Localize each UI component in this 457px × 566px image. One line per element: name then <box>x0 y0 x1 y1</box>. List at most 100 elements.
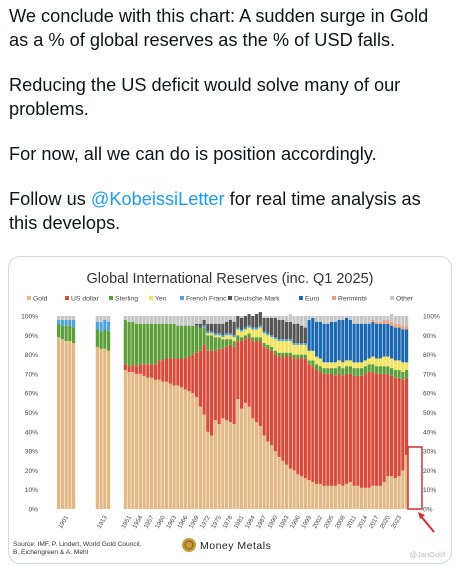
bar-segment <box>341 362 345 369</box>
mention-link[interactable]: @KobeissiLetter <box>90 189 225 209</box>
bar-segment <box>378 485 382 509</box>
bar-segment <box>210 323 214 332</box>
y-tick-label: 100% <box>423 314 440 321</box>
bar-segment <box>68 341 72 509</box>
bar-segment <box>57 337 61 509</box>
bar-segment <box>303 343 307 345</box>
bar-segment <box>168 383 172 509</box>
bar-segment <box>258 426 262 509</box>
tweet-paragraph: For now, all we can do is position accor… <box>9 144 377 164</box>
bar-segment <box>281 356 285 461</box>
bar-segment <box>285 356 289 465</box>
bar-segment <box>386 323 390 357</box>
bar-segment <box>225 333 229 336</box>
bar-segment <box>292 344 296 355</box>
bar-segment <box>333 316 337 322</box>
bar-segment <box>285 339 289 342</box>
bar-segment <box>401 371 405 380</box>
bar-segment <box>311 360 315 367</box>
bar-segment <box>345 366 349 374</box>
bar-segment <box>367 316 371 324</box>
legend-swatch <box>180 296 184 300</box>
bar-segment <box>330 316 334 322</box>
bar-segment <box>131 321 135 365</box>
bar-segment <box>266 317 270 334</box>
bar-segment <box>195 325 199 353</box>
bar-segment <box>243 335 247 340</box>
bar-segment <box>285 321 289 340</box>
bar-segment <box>296 316 300 324</box>
bar-segment <box>236 341 240 399</box>
bar-segment <box>123 316 127 320</box>
bar-segment <box>311 350 315 361</box>
bar-segment <box>390 321 394 326</box>
bar-segment <box>168 323 172 359</box>
bar-segment <box>397 360 401 371</box>
bar-segment <box>401 325 405 330</box>
bar-segment <box>187 391 191 509</box>
tweet-paragraph: We conclude with this chart: A sudden su… <box>9 6 429 50</box>
bar-segment <box>228 422 232 509</box>
bar-segment <box>281 460 285 509</box>
bar-segment <box>356 368 360 376</box>
bar-segment <box>300 354 304 359</box>
bar-segment <box>371 364 375 372</box>
bar-segment <box>198 350 202 407</box>
bar-segment <box>270 337 274 347</box>
bar-segment <box>57 319 61 324</box>
bar-segment <box>296 474 300 509</box>
bar-segment <box>337 319 341 361</box>
bar-segment <box>273 354 277 452</box>
bar-segment <box>262 331 266 334</box>
bar-segment <box>386 356 390 367</box>
bar-segment <box>180 358 184 388</box>
highlight-box <box>407 446 423 510</box>
legend-swatch <box>390 296 394 300</box>
bar-segment <box>138 373 142 509</box>
bar-segment <box>378 358 382 367</box>
bar-segment <box>72 319 76 328</box>
bar-segment <box>243 316 247 328</box>
bar-segment <box>107 321 111 332</box>
bar-segment <box>127 321 131 367</box>
bar-segment <box>232 321 236 336</box>
bar-segment <box>277 316 281 320</box>
y-tick-label: 10% <box>423 487 436 494</box>
tweet-body: We conclude with this chart: A sudden su… <box>9 4 449 235</box>
y-tick-label: 20% <box>25 468 38 475</box>
chart-card[interactable]: Global International Reserves (inc. Q1 2… <box>8 256 452 564</box>
bar-segment <box>270 316 274 318</box>
bar-segment <box>127 366 131 372</box>
bar-segment <box>378 366 382 374</box>
bar-segment <box>157 379 161 509</box>
bar-segment <box>273 339 277 351</box>
bar-segment <box>390 368 394 376</box>
bar-segment <box>135 323 139 367</box>
follow-prefix: Follow us <box>9 189 91 209</box>
bar-segment <box>393 370 397 378</box>
bar-segment <box>213 323 217 334</box>
bar-segment <box>176 358 180 386</box>
bar-segment <box>303 354 307 359</box>
bar-segment <box>168 316 172 324</box>
bar-segment <box>393 377 397 479</box>
bar-segment <box>337 360 341 367</box>
x-axis: 1901 1913 19511954195719601963196619691972… <box>57 514 403 530</box>
bar-segment <box>378 321 382 324</box>
bar-segment <box>60 339 64 509</box>
bar-segment <box>165 358 169 382</box>
bar-segment <box>228 335 232 340</box>
bar-segment <box>375 316 379 322</box>
bar-segment <box>367 323 371 359</box>
bar-segment <box>198 327 202 351</box>
bar-segment <box>107 350 111 509</box>
bar-segment <box>356 323 360 363</box>
bar-segment <box>183 389 187 509</box>
bar-segment <box>255 327 259 330</box>
bar-segment <box>378 373 382 486</box>
bar-segment <box>262 346 266 436</box>
bar-segment <box>292 316 296 324</box>
bar-segment <box>236 335 240 342</box>
bar-segment <box>57 323 61 338</box>
bar-segment <box>251 316 255 328</box>
